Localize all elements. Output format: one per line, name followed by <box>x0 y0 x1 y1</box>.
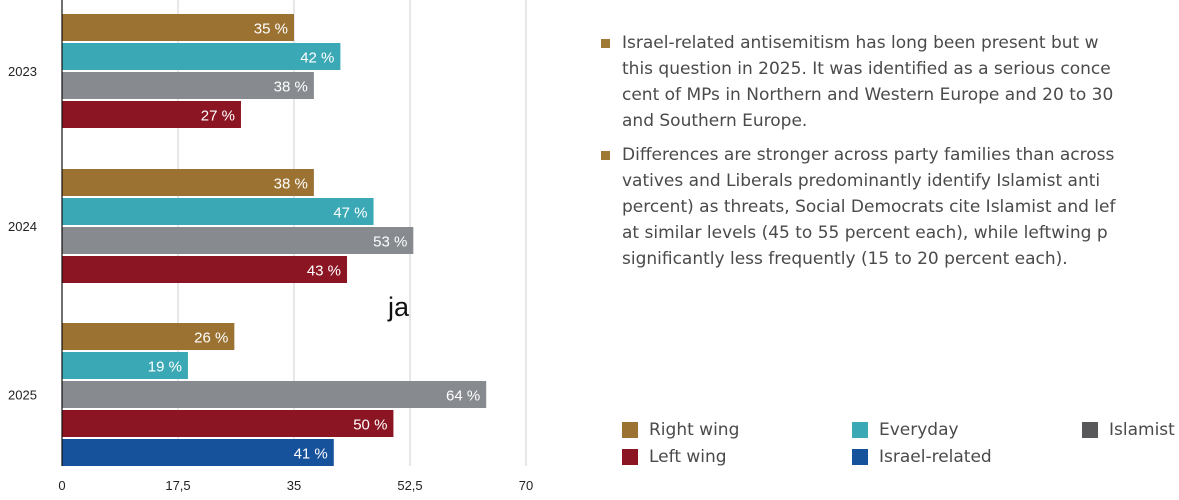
bar <box>62 410 394 437</box>
x-tick-label: 17,5 <box>165 478 190 493</box>
bullet-line: Differences are stronger across party fa… <box>622 145 1115 165</box>
bullet-line: this question in 2025. It was identified… <box>622 59 1111 79</box>
data-label: 64 % <box>446 388 480 405</box>
bullet-line: significantly less frequently (15 to 20 … <box>622 249 1068 269</box>
data-label: 53 % <box>373 234 407 251</box>
bar <box>62 14 294 41</box>
bar <box>62 352 188 379</box>
data-label: 19 % <box>148 359 182 376</box>
bullet-marker <box>601 39 610 48</box>
bullet-line: cent of MPs in Northern and Western Euro… <box>622 85 1114 105</box>
bar <box>62 72 314 99</box>
data-label: 50 % <box>353 417 387 434</box>
bullet-line: Israel-related antisemitism has long bee… <box>622 33 1099 53</box>
bullet-line: percent) as threats, Social Democrats ci… <box>622 197 1116 217</box>
bullet-marker <box>601 151 610 160</box>
bar <box>62 198 374 225</box>
legend-label: Right wing <box>649 420 740 440</box>
data-label: 41 % <box>294 446 328 463</box>
x-tick-label: 70 <box>519 478 533 493</box>
data-label: 38 % <box>274 176 308 193</box>
bar <box>62 169 314 196</box>
legend-item-islamist: Islamist <box>1082 420 1175 440</box>
bullet-line: vatives and Liberals predominantly ident… <box>622 171 1101 191</box>
bullet-line: and Southern Europe. <box>622 111 808 131</box>
data-label: 27 % <box>201 108 235 125</box>
bullet-item-1: Israel-related antisemitism has long bee… <box>595 30 1179 134</box>
bar <box>62 323 235 350</box>
legend-item-right-wing: Right wing <box>622 420 739 440</box>
legend-item-left-wing: Left wing <box>622 447 727 467</box>
category-label: 2024 <box>8 219 37 234</box>
bar <box>62 439 334 466</box>
legend-swatch <box>852 449 868 465</box>
legend-swatch <box>622 422 638 438</box>
data-label: 47 % <box>333 205 367 222</box>
legend-item-israel-related: Israel-related <box>852 447 992 467</box>
data-label: 38 % <box>274 79 308 96</box>
legend-swatch <box>1082 422 1098 438</box>
legend-swatch <box>852 422 868 438</box>
legend-label: Everyday <box>879 420 959 440</box>
legend-label: Left wing <box>649 447 727 467</box>
category-label: 2023 <box>8 64 37 79</box>
data-label: 26 % <box>194 330 228 347</box>
x-tick-label: 52,5 <box>397 478 422 493</box>
bar-chart: 35 % 42 % 38 % 27 % 2023 38 % 47 % 53 % 43 % 2024… <box>8 0 533 493</box>
data-label: 42 % <box>300 50 334 67</box>
data-label: 43 % <box>307 263 341 280</box>
bar <box>62 43 341 70</box>
bar <box>62 227 414 254</box>
text-panel: Israel-related antisemitism has long bee… <box>595 30 1179 280</box>
bar <box>62 256 348 283</box>
bullet-item-2: Differences are stronger across party fa… <box>595 142 1179 272</box>
legend-label: Israel-related <box>879 447 992 467</box>
chart-annotation: ja <box>388 292 410 322</box>
legend-item-everyday: Everyday <box>852 420 959 440</box>
category-label: 2025 <box>8 388 37 403</box>
bar <box>62 381 487 408</box>
legend-swatch <box>622 449 638 465</box>
legend-label: Islamist <box>1109 420 1175 440</box>
x-tick-label: 0 <box>58 478 65 493</box>
bar <box>62 101 241 128</box>
data-label: 35 % <box>254 21 288 38</box>
x-tick-label: 35 <box>287 478 301 493</box>
bullet-line: at similar levels (45 to 55 percent each… <box>622 223 1108 243</box>
